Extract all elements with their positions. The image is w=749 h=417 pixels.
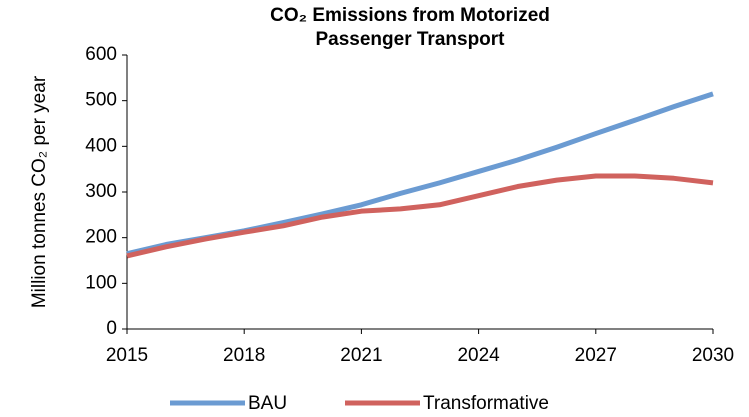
x-tick-label: 2027 — [575, 345, 617, 366]
y-tick-label: 400 — [85, 135, 117, 156]
y-tick-label: 0 — [106, 318, 117, 339]
y-tick-label: 300 — [85, 181, 117, 202]
x-tick-label: 2015 — [106, 345, 148, 366]
y-axis-label: Million tonnes CO₂ per year — [29, 75, 50, 308]
x-tick-label: 2030 — [692, 345, 734, 366]
x-tick-label: 2024 — [457, 345, 500, 366]
y-tick-label: 600 — [85, 44, 117, 65]
y-tick-label: 100 — [85, 272, 117, 293]
legend-label: BAU — [248, 393, 287, 414]
x-tick-label: 2021 — [340, 345, 382, 366]
y-tick-label: 200 — [85, 227, 117, 248]
series-line — [126, 173, 714, 259]
x-tick-label: 2018 — [223, 345, 265, 366]
y-tick-label: 500 — [85, 90, 117, 111]
legend-label: Transformative — [423, 393, 549, 414]
chart-title: CO₂ Emissions from Motorized Passenger T… — [270, 5, 550, 50]
